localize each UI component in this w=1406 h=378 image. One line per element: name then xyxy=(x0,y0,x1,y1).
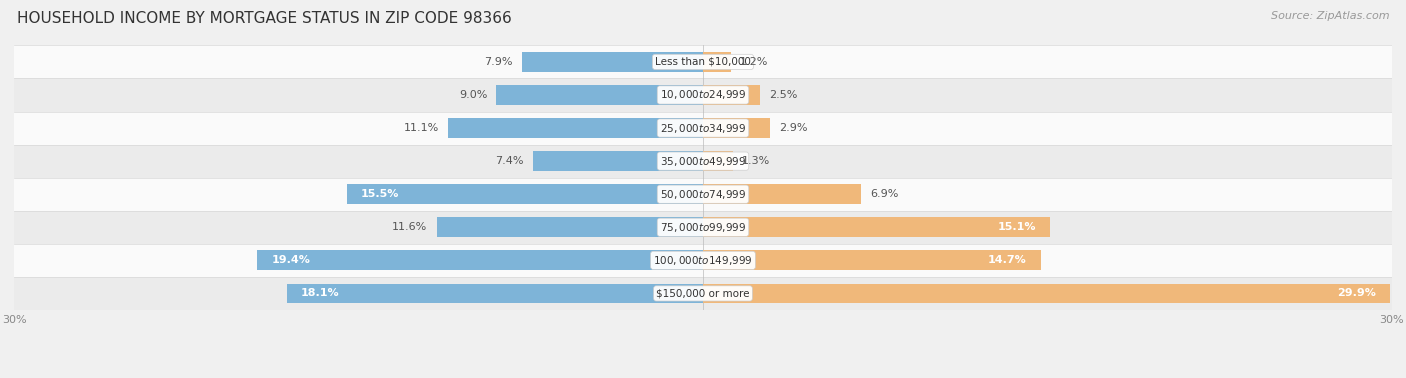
Text: 11.6%: 11.6% xyxy=(392,222,427,232)
Text: 14.7%: 14.7% xyxy=(988,256,1026,265)
Bar xyxy=(496,85,703,105)
Bar xyxy=(14,211,1392,244)
Bar xyxy=(14,178,1392,211)
Text: 1.3%: 1.3% xyxy=(742,156,770,166)
Bar xyxy=(14,79,1392,112)
Text: 29.9%: 29.9% xyxy=(1337,288,1376,298)
Text: Less than $10,000: Less than $10,000 xyxy=(655,57,751,67)
Bar xyxy=(522,52,703,72)
Bar xyxy=(703,52,731,72)
Text: 7.4%: 7.4% xyxy=(495,156,524,166)
Text: $35,000 to $49,999: $35,000 to $49,999 xyxy=(659,155,747,167)
Bar xyxy=(347,184,703,204)
Bar xyxy=(703,250,1040,270)
Bar xyxy=(703,151,733,171)
Text: 6.9%: 6.9% xyxy=(870,189,898,199)
Bar xyxy=(703,184,862,204)
Bar xyxy=(449,118,703,138)
Text: $10,000 to $24,999: $10,000 to $24,999 xyxy=(659,88,747,101)
Bar xyxy=(703,85,761,105)
Bar xyxy=(703,217,1050,237)
Text: $75,000 to $99,999: $75,000 to $99,999 xyxy=(659,221,747,234)
Text: 2.9%: 2.9% xyxy=(779,123,807,133)
Bar xyxy=(437,217,703,237)
Bar xyxy=(14,112,1392,145)
Bar xyxy=(14,244,1392,277)
Text: HOUSEHOLD INCOME BY MORTGAGE STATUS IN ZIP CODE 98366: HOUSEHOLD INCOME BY MORTGAGE STATUS IN Z… xyxy=(17,11,512,26)
Text: $50,000 to $74,999: $50,000 to $74,999 xyxy=(659,188,747,201)
Bar xyxy=(14,45,1392,79)
Text: 7.9%: 7.9% xyxy=(484,57,512,67)
Text: 15.1%: 15.1% xyxy=(997,222,1036,232)
Text: 9.0%: 9.0% xyxy=(458,90,486,100)
Text: $25,000 to $34,999: $25,000 to $34,999 xyxy=(659,122,747,135)
Text: 18.1%: 18.1% xyxy=(301,288,340,298)
Bar xyxy=(14,145,1392,178)
Text: $150,000 or more: $150,000 or more xyxy=(657,288,749,298)
Text: $100,000 to $149,999: $100,000 to $149,999 xyxy=(654,254,752,267)
Text: 19.4%: 19.4% xyxy=(271,256,311,265)
Text: 15.5%: 15.5% xyxy=(361,189,399,199)
Bar xyxy=(287,284,703,303)
Bar xyxy=(14,277,1392,310)
Bar xyxy=(257,250,703,270)
Text: Source: ZipAtlas.com: Source: ZipAtlas.com xyxy=(1271,11,1389,21)
Text: 1.2%: 1.2% xyxy=(740,57,768,67)
Bar xyxy=(533,151,703,171)
Bar xyxy=(703,118,769,138)
Text: 11.1%: 11.1% xyxy=(404,123,439,133)
Bar xyxy=(703,284,1389,303)
Text: 2.5%: 2.5% xyxy=(769,90,799,100)
